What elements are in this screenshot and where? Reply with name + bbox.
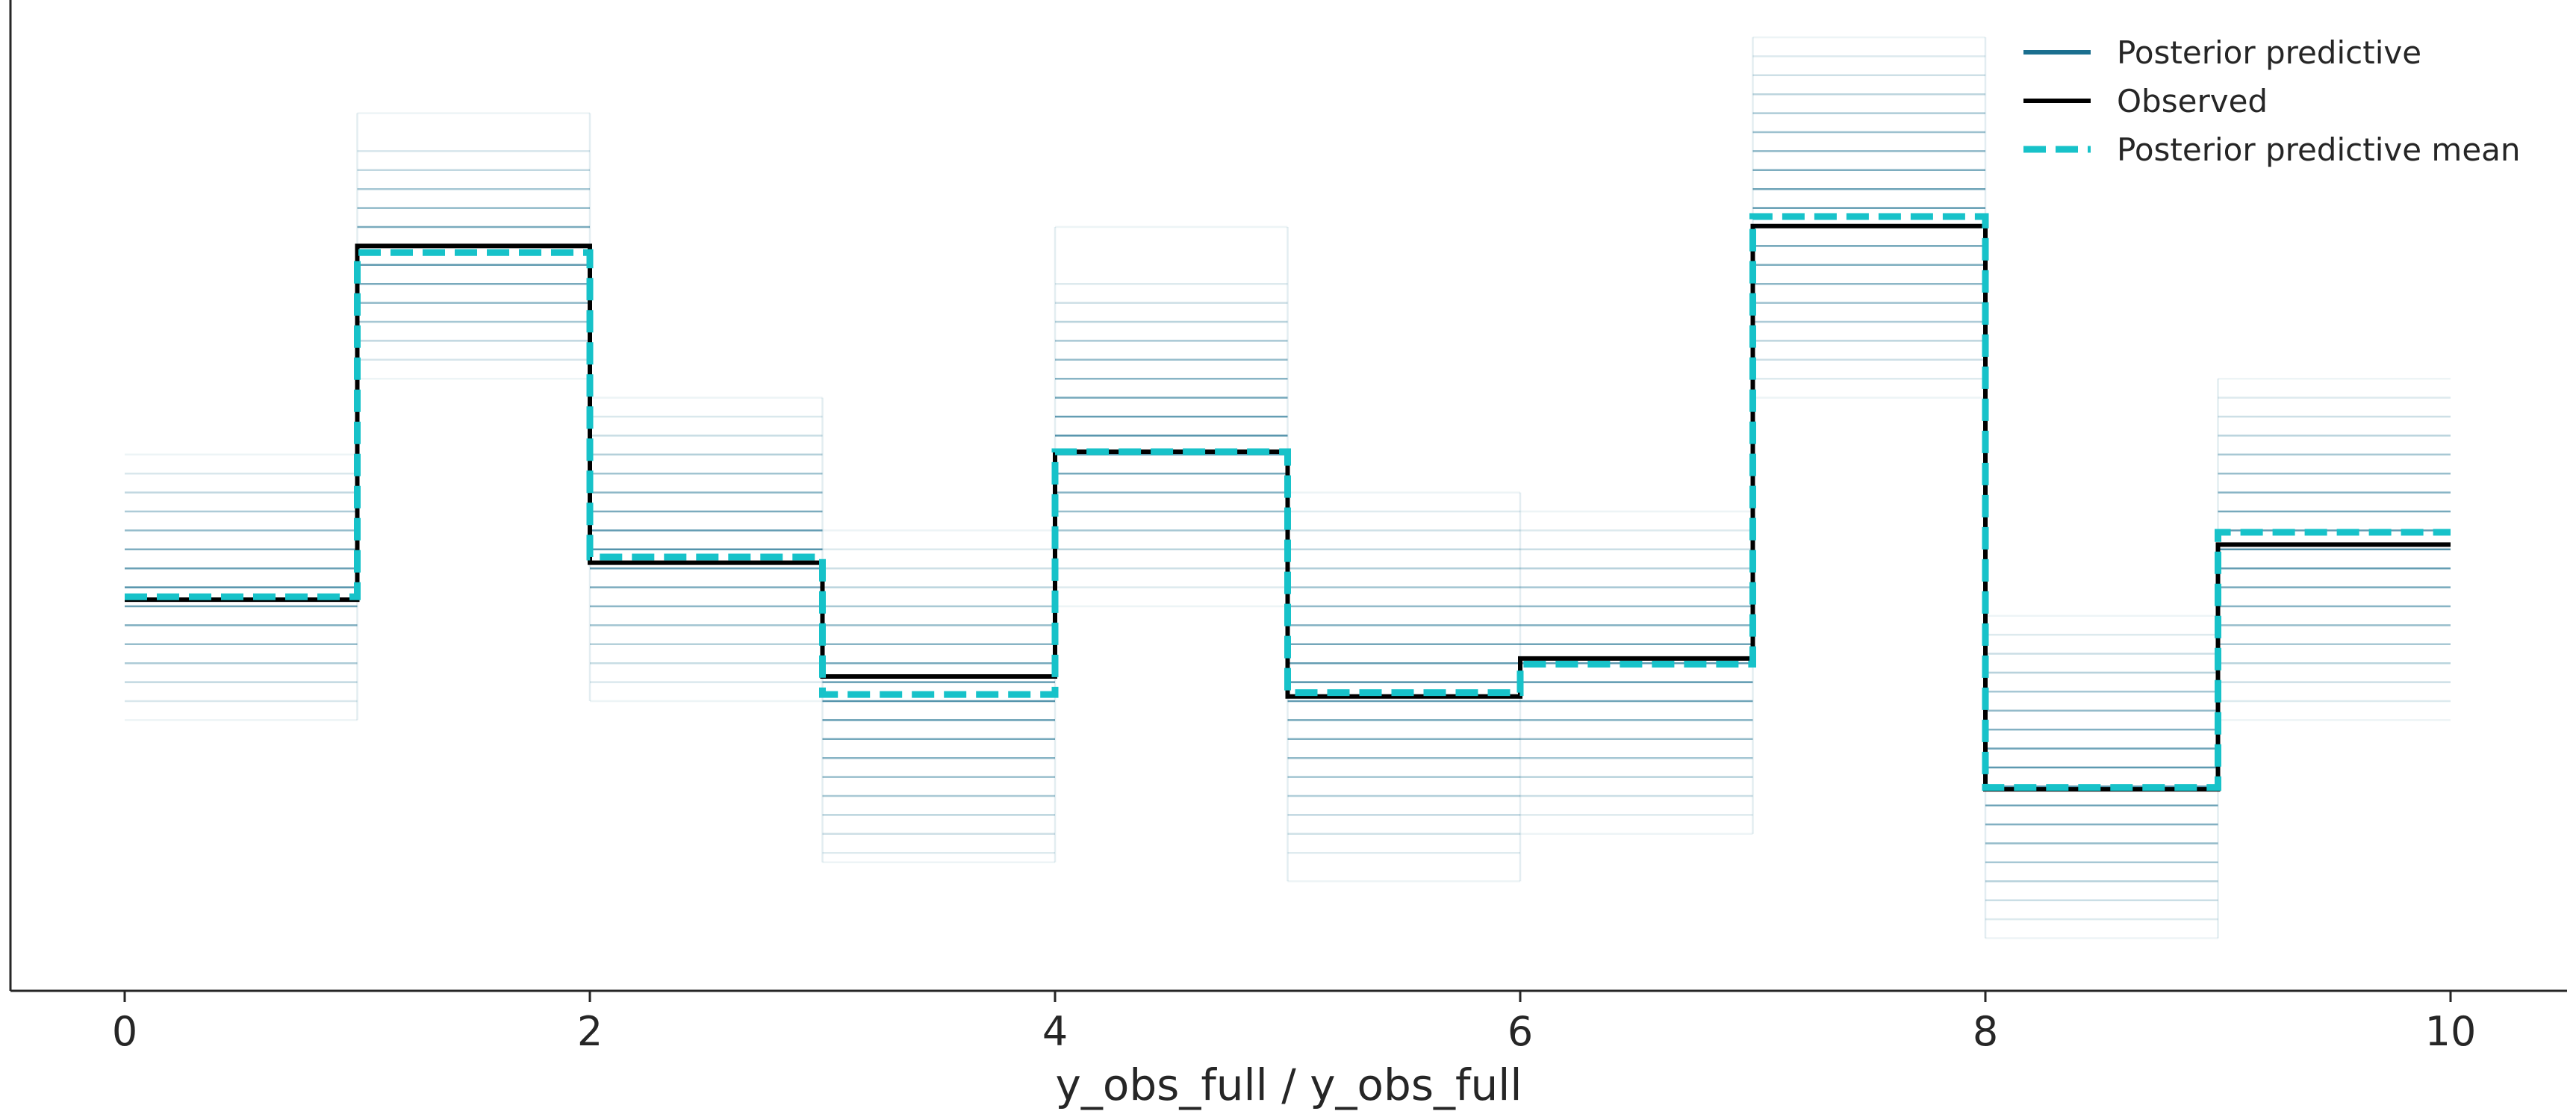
legend: Posterior predictive Observed Posterior pr… bbox=[2023, 34, 2521, 168]
x-ticks: 0 2 4 6 8 10 bbox=[112, 992, 2477, 1055]
x-tick-label: 10 bbox=[2425, 1008, 2477, 1055]
x-tick-label: 6 bbox=[1508, 1008, 1533, 1055]
x-axis-label: y_obs_full / y_obs_full bbox=[1056, 1060, 1522, 1110]
x-tick-label: 2 bbox=[577, 1008, 603, 1055]
legend-label: Observed bbox=[2117, 83, 2268, 119]
x-tick-label: 4 bbox=[1042, 1008, 1068, 1055]
x-tick-label: 0 bbox=[112, 1008, 137, 1055]
posterior-predictive-mean-line bbox=[125, 213, 2451, 791]
axes-layer bbox=[9, 0, 2567, 992]
mean-layer bbox=[125, 213, 2451, 791]
x-tick-label: 8 bbox=[1973, 1008, 1998, 1055]
legend-label: Posterior predictive bbox=[2117, 34, 2421, 71]
legend-label: Posterior predictive mean bbox=[2117, 131, 2521, 168]
